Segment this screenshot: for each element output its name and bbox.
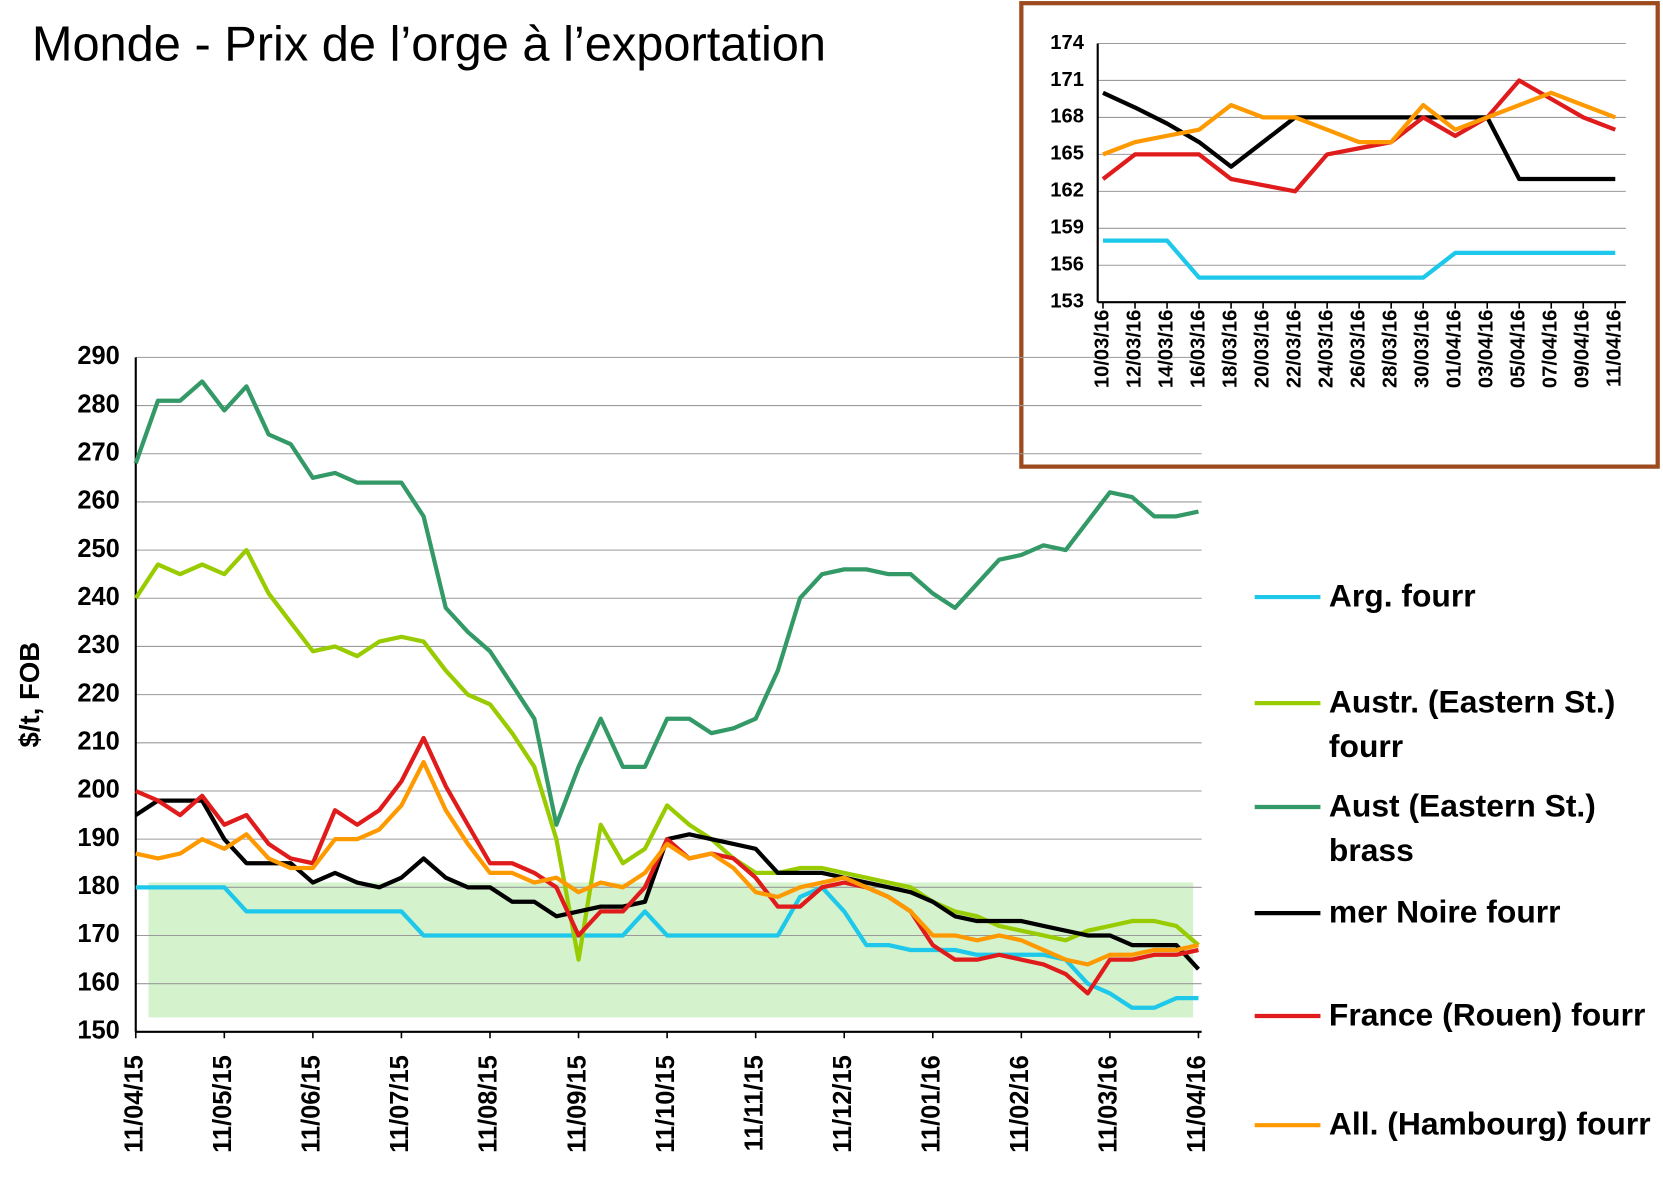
x-tick-label: 11/04/16: [1183, 1055, 1211, 1153]
legend-label: Aust (Eastern St.) brass: [1328, 789, 1596, 869]
x-tick-label: 28/03/16: [1379, 310, 1401, 388]
x-tick-label: 22/03/16: [1283, 310, 1305, 388]
x-tick-label: 11/08/15: [475, 1055, 503, 1153]
y-tick-label: 162: [1050, 180, 1084, 202]
y-tick-label: 230: [77, 631, 119, 659]
y-tick-label: 290: [77, 342, 119, 370]
inset-frame: [1019, 1, 1660, 469]
x-tick-label: 11/07/15: [386, 1055, 414, 1153]
series-line: [1101, 78, 1617, 194]
y-tick-label: 180: [77, 872, 119, 900]
chart-title: Monde - Prix de l’orge à l’exportation: [32, 18, 826, 72]
legend-item: Arg. fourr: [1328, 579, 1476, 615]
x-tick-label: 10/03/16: [1091, 310, 1113, 388]
legend-label: All. (Hambourg) fourr: [1328, 1107, 1651, 1143]
legend-item: Austr. (Eastern St.) fourr: [1328, 685, 1616, 765]
series-line: [133, 379, 1199, 827]
x-tick-label: 11/03/16: [1095, 1055, 1123, 1153]
y-tick-label: 210: [77, 728, 119, 756]
legend-label: Arg. fourr: [1328, 579, 1476, 615]
series-line: [133, 547, 1200, 962]
y-tick-label: 270: [77, 438, 119, 466]
x-tick-label: 09/04/16: [1572, 310, 1594, 388]
legend-item: France (Rouen) fourr: [1328, 997, 1646, 1033]
series-line: [135, 885, 1199, 1010]
legend-item: Aust (Eastern St.) brass: [1328, 789, 1596, 869]
x-tick-label: 05/04/16: [1508, 310, 1530, 388]
x-tick-label: 11/06/15: [298, 1055, 326, 1153]
series-line: [135, 759, 1199, 967]
x-tick-label: 24/03/16: [1315, 310, 1337, 388]
x-tick-label: 16/03/16: [1187, 310, 1209, 388]
legend-item: mer Noire fourr: [1328, 895, 1561, 931]
x-tick-label: 11/05/15: [209, 1055, 237, 1153]
legend-label: Austr. (Eastern St.) fourr: [1328, 685, 1616, 765]
y-tick-label: 159: [1050, 217, 1084, 239]
series-line: [1103, 238, 1616, 280]
x-tick-label: 11/09/15: [563, 1055, 591, 1153]
y-tick-label: 170: [77, 920, 119, 948]
y-tick-label: 174: [1050, 32, 1084, 54]
y-tick-label: 153: [1050, 291, 1084, 313]
x-tick-label: 11/02/16: [1006, 1055, 1034, 1153]
y-tick-label: 240: [77, 583, 119, 611]
y-tick-label: 260: [77, 487, 119, 515]
y-tick-label: 250: [77, 535, 119, 563]
y-tick-label: 200: [77, 776, 119, 804]
legend-label: mer Noire fourr: [1328, 895, 1561, 931]
y-tick-label: 165: [1050, 143, 1084, 165]
legend-item: All. (Hambourg) fourr: [1328, 1107, 1651, 1143]
x-tick-label: 11/11/15: [740, 1055, 768, 1151]
y-tick-label: 171: [1050, 69, 1084, 91]
y-tick-label: 280: [77, 390, 119, 418]
series-line: [1102, 90, 1616, 182]
x-tick-label: 26/03/16: [1347, 310, 1369, 388]
x-tick-label: 11/12/15: [829, 1055, 857, 1153]
x-tick-label: 14/03/16: [1155, 310, 1177, 388]
x-tick-label: 12/03/16: [1123, 310, 1145, 388]
y-tick-label: 190: [77, 824, 119, 852]
y-tick-label: 160: [77, 968, 119, 996]
x-tick-label: 11/10/15: [652, 1055, 680, 1153]
x-tick-label: 11/04/15: [120, 1055, 148, 1153]
series-line: [1102, 90, 1617, 157]
x-tick-label: 30/03/16: [1412, 310, 1434, 388]
y-axis-label: $/t, FOB: [14, 642, 45, 748]
x-tick-label: 20/03/16: [1251, 310, 1273, 388]
legend-label: France (Rouen) fourr: [1328, 997, 1646, 1033]
highlight-band: [148, 882, 1194, 1018]
x-tick-label: 07/04/16: [1540, 310, 1562, 388]
x-tick-label: 03/04/16: [1476, 310, 1498, 388]
x-tick-label: 01/04/16: [1444, 310, 1466, 388]
y-tick-label: 156: [1050, 254, 1084, 276]
y-tick-label: 220: [77, 679, 119, 707]
x-tick-label: 11/04/16: [1604, 310, 1626, 387]
y-tick-label: 168: [1050, 106, 1084, 128]
x-tick-label: 11/01/16: [918, 1055, 946, 1153]
y-tick-label: 150: [77, 1017, 119, 1045]
x-tick-label: 18/03/16: [1219, 310, 1241, 388]
series-line: [134, 735, 1199, 996]
